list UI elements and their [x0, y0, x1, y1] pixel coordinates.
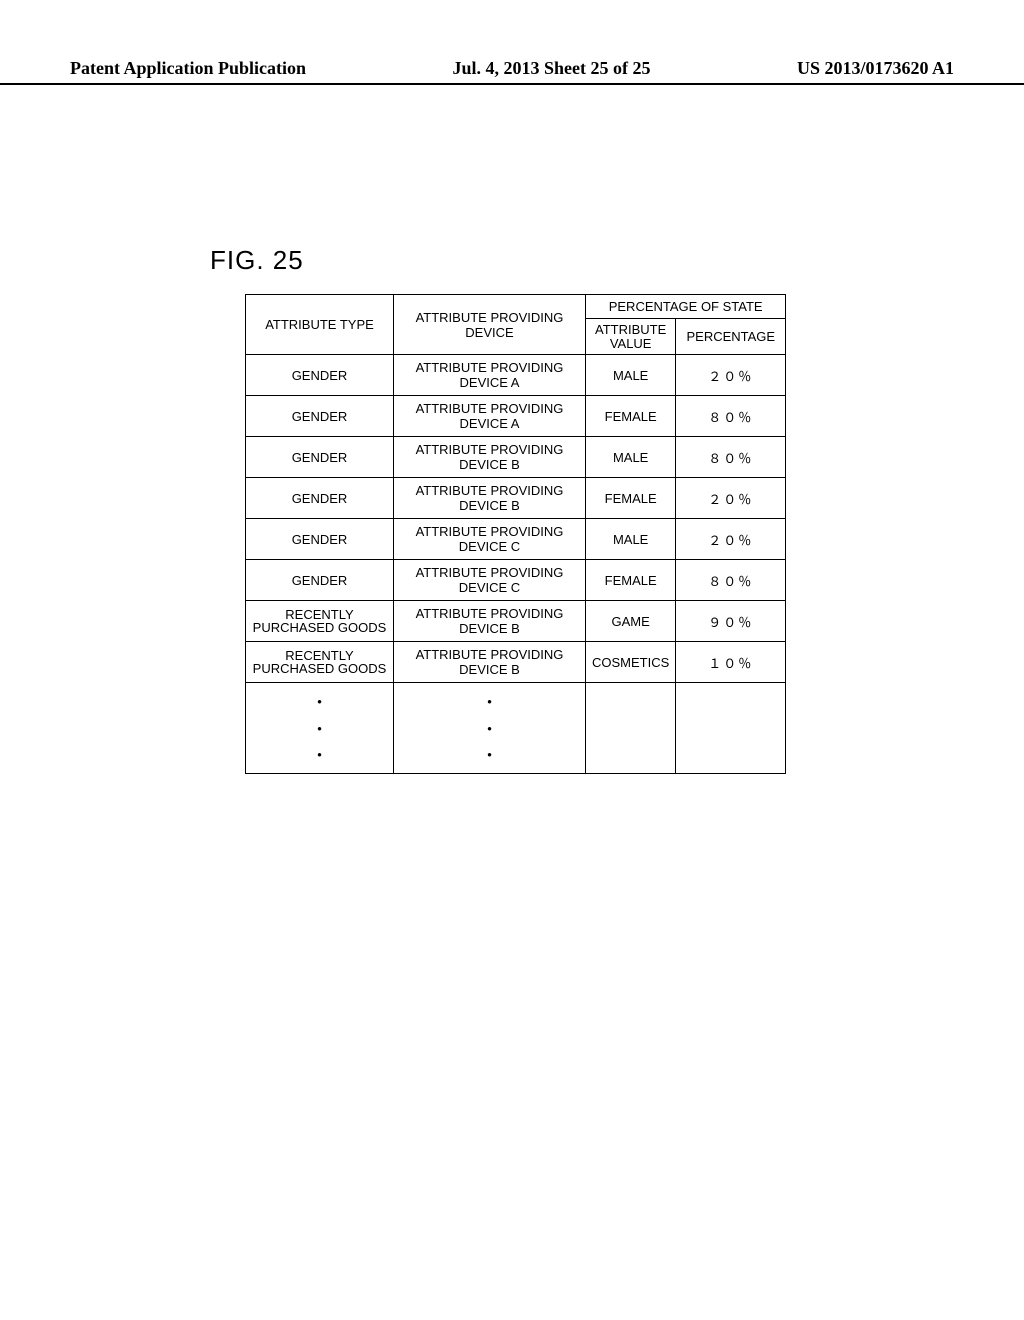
cell-value: MALE [586, 519, 676, 560]
cell-device: ATTRIBUTE PROVIDING DEVICE C [394, 560, 586, 601]
vertical-ellipsis-icon: ••• [400, 688, 579, 768]
cell-device: ATTRIBUTE PROVIDING DEVICE B [394, 601, 586, 642]
cell-pct: １０％ [676, 642, 786, 683]
cell-device: ATTRIBUTE PROVIDING DEVICE C [394, 519, 586, 560]
col-header-percentage-state: PERCENTAGE OF STATE [586, 295, 786, 319]
table-row: GENDER ATTRIBUTE PROVIDING DEVICE C FEMA… [246, 560, 786, 601]
table-row-ellipsis: ••• ••• [246, 683, 786, 774]
cell-type: GENDER [246, 396, 394, 437]
cell-device: ATTRIBUTE PROVIDING DEVICE B [394, 642, 586, 683]
cell-pct: ２０％ [676, 355, 786, 396]
cell-pct: ２０％ [676, 478, 786, 519]
cell-value: COSMETICS [586, 642, 676, 683]
table-row: GENDER ATTRIBUTE PROVIDING DEVICE A FEMA… [246, 396, 786, 437]
cell-device: ATTRIBUTE PROVIDING DEVICE B [394, 478, 586, 519]
cell-value: FEMALE [586, 560, 676, 601]
ellipsis-cell: ••• [246, 683, 394, 774]
cell-type: GENDER [246, 437, 394, 478]
col-header-providing-device: ATTRIBUTE PROVIDING DEVICE [394, 295, 586, 355]
cell-pct: ８０％ [676, 396, 786, 437]
cell-type: GENDER [246, 478, 394, 519]
cell-pct: ８０％ [676, 560, 786, 601]
table-row: GENDER ATTRIBUTE PROVIDING DEVICE C MALE… [246, 519, 786, 560]
header-right: US 2013/0173620 A1 [797, 58, 954, 79]
table-row: RECENTLY PURCHASED GOODS ATTRIBUTE PROVI… [246, 642, 786, 683]
cell-value: FEMALE [586, 478, 676, 519]
ellipsis-cell [586, 683, 676, 774]
attribute-state-table: ATTRIBUTE TYPE ATTRIBUTE PROVIDING DEVIC… [245, 294, 786, 774]
table-row: RECENTLY PURCHASED GOODS ATTRIBUTE PROVI… [246, 601, 786, 642]
header-left: Patent Application Publication [70, 58, 306, 79]
table-row: GENDER ATTRIBUTE PROVIDING DEVICE B FEMA… [246, 478, 786, 519]
cell-value: MALE [586, 355, 676, 396]
table-row: GENDER ATTRIBUTE PROVIDING DEVICE A MALE… [246, 355, 786, 396]
cell-device: ATTRIBUTE PROVIDING DEVICE B [394, 437, 586, 478]
table-header-row-1: ATTRIBUTE TYPE ATTRIBUTE PROVIDING DEVIC… [246, 295, 786, 319]
ellipsis-cell: ••• [394, 683, 586, 774]
cell-type: RECENTLY PURCHASED GOODS [246, 601, 394, 642]
cell-value: FEMALE [586, 396, 676, 437]
cell-device: ATTRIBUTE PROVIDING DEVICE A [394, 355, 586, 396]
col-header-percentage: PERCENTAGE [676, 319, 786, 355]
cell-type: GENDER [246, 560, 394, 601]
table-row: GENDER ATTRIBUTE PROVIDING DEVICE B MALE… [246, 437, 786, 478]
cell-pct: ２０％ [676, 519, 786, 560]
cell-type: RECENTLY PURCHASED GOODS [246, 642, 394, 683]
cell-pct: ８０％ [676, 437, 786, 478]
ellipsis-cell [676, 683, 786, 774]
vertical-ellipsis-icon: ••• [252, 688, 387, 768]
cell-type: GENDER [246, 519, 394, 560]
cell-device: ATTRIBUTE PROVIDING DEVICE A [394, 396, 586, 437]
cell-pct: ９０％ [676, 601, 786, 642]
col-header-attribute-type: ATTRIBUTE TYPE [246, 295, 394, 355]
cell-type: GENDER [246, 355, 394, 396]
cell-value: GAME [586, 601, 676, 642]
header-center: Jul. 4, 2013 Sheet 25 of 25 [453, 58, 651, 79]
col-header-attribute-value: ATTRIBUTE VALUE [586, 319, 676, 355]
figure-25: FIG. 25 ATTRIBUTE TYPE ATTRIBUTE PROVIDI… [210, 245, 786, 774]
page-header: Patent Application Publication Jul. 4, 2… [0, 58, 1024, 85]
figure-label: FIG. 25 [210, 245, 786, 276]
cell-value: MALE [586, 437, 676, 478]
